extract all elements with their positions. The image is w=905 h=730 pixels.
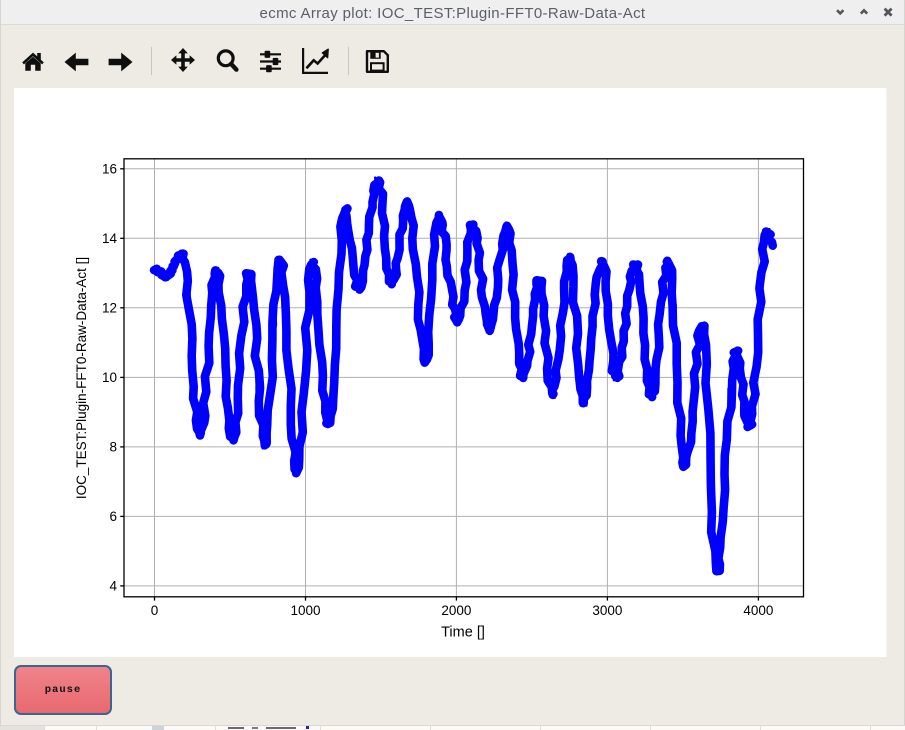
svg-text:3000: 3000 [592, 603, 622, 618]
svg-text:8: 8 [109, 439, 117, 454]
svg-text:4: 4 [109, 578, 117, 593]
svg-text:14: 14 [102, 231, 118, 246]
svg-text:Time []: Time [] [441, 625, 485, 641]
svg-text:IOC_TEST:Plugin-FFT0-Raw-Data-: IOC_TEST:Plugin-FFT0-Raw-Data-Act [] [74, 257, 89, 499]
svg-text:4000: 4000 [743, 603, 773, 618]
svg-text:6: 6 [109, 509, 117, 524]
svg-text:1000: 1000 [290, 603, 320, 618]
svg-text:16: 16 [102, 161, 117, 176]
svg-text:12: 12 [102, 300, 117, 315]
svg-text:0: 0 [151, 603, 159, 618]
svg-text:10: 10 [102, 370, 117, 385]
svg-text:2000: 2000 [441, 603, 471, 618]
